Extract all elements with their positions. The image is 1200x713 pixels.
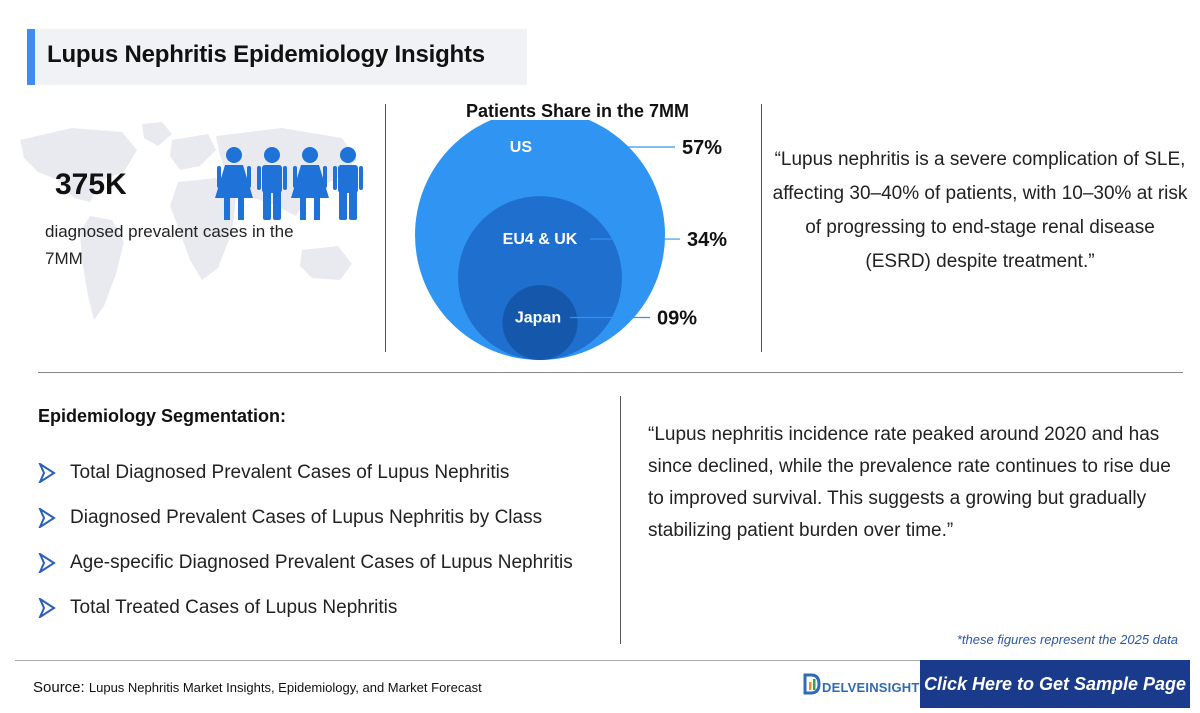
delveinsight-logo-icon — [803, 673, 821, 695]
list-item-label: Total Diagnosed Prevalent Cases of Lupus… — [70, 462, 510, 483]
value-label-japan: 09% — [657, 308, 697, 330]
bubble-chart: US 57% EU4 & UK 34% Japan 09% — [415, 120, 727, 360]
logo-text: DELVEINSIGHT — [822, 680, 920, 695]
segmentation-title: Epidemiology Segmentation: — [38, 406, 287, 426]
chevron-right-icon — [38, 508, 56, 528]
get-sample-page-button[interactable]: Click Here to Get Sample Page — [920, 660, 1190, 708]
people-icon — [215, 147, 363, 220]
value-label-us: 57% — [682, 137, 722, 159]
category-label-us: US — [510, 139, 533, 156]
source: Source: Lupus Nephritis Market Insights,… — [33, 679, 482, 696]
stat-label: diagnosed prevalent cases in the 7MM — [45, 222, 294, 268]
quote-severity: “Lupus nephritis is a severe complicatio… — [772, 149, 1188, 272]
footnote: *these figures represent the 2025 data — [956, 632, 1178, 647]
chevron-right-icon — [38, 553, 56, 573]
source-label: Source: — [33, 679, 85, 696]
bubble-japan — [502, 285, 578, 360]
chevron-right-icon — [38, 598, 56, 618]
quote-trend: “Lupus nephritis incidence rate peaked a… — [648, 424, 1171, 541]
male-person-icon — [333, 147, 363, 220]
list-item-label: Total Treated Cases of Lupus Nephritis — [70, 597, 398, 618]
chart-title: Patients Share in the 7MM — [466, 101, 690, 121]
category-label-eu4-uk: EU4 & UK — [503, 231, 578, 248]
female-person-icon — [215, 147, 253, 220]
stat-value: 375K — [55, 168, 127, 201]
divider-vertical — [761, 104, 762, 352]
page-title: Lupus Nephritis Epidemiology Insights — [47, 41, 485, 68]
source-text: Lupus Nephritis Market Insights, Epidemi… — [88, 680, 482, 695]
world-map-image — [20, 122, 357, 320]
list-item: Total Treated Cases of Lupus Nephritis — [38, 591, 573, 636]
list-item: Total Diagnosed Prevalent Cases of Lupus… — [38, 456, 573, 501]
divider-vertical — [385, 104, 386, 352]
male-person-icon — [257, 147, 287, 220]
segmentation-list: Total Diagnosed Prevalent Cases of Lupus… — [38, 456, 573, 636]
divider-horizontal — [38, 372, 1183, 373]
value-label-eu4-uk: 34% — [687, 229, 727, 251]
list-item: Age-specific Diagnosed Prevalent Cases o… — [38, 546, 573, 591]
list-item-label: Age-specific Diagnosed Prevalent Cases o… — [70, 552, 573, 573]
chevron-right-icon — [38, 463, 56, 483]
footer-divider — [15, 660, 920, 661]
female-person-icon — [291, 147, 329, 220]
divider-vertical — [620, 396, 621, 644]
bubble-eu4-uk — [458, 196, 622, 360]
title-box: Lupus Nephritis Epidemiology Insights — [27, 29, 527, 85]
list-item: Diagnosed Prevalent Cases of Lupus Nephr… — [38, 501, 573, 546]
list-item-label: Diagnosed Prevalent Cases of Lupus Nephr… — [70, 507, 543, 528]
category-label-japan: Japan — [515, 310, 561, 327]
